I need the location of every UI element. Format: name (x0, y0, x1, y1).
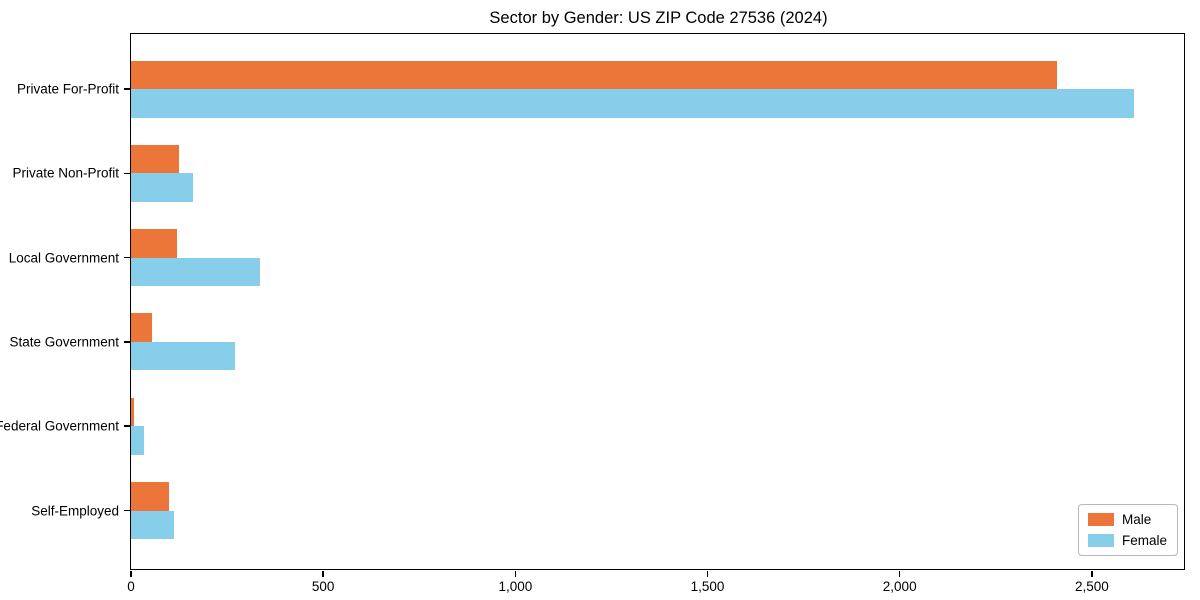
legend: Male Female (1077, 504, 1178, 556)
legend-swatch-female (1087, 534, 1114, 547)
y-tick-label: Private For-Profit (16, 81, 119, 97)
legend-label-male: Male (1121, 512, 1152, 527)
y-tick-label: Private Non-Profit (12, 165, 119, 181)
x-axis-tick (706, 571, 709, 577)
x-tick-label: 500 (311, 579, 335, 594)
x-tick-label: 0 (127, 579, 135, 594)
bar-female (131, 341, 236, 371)
y-tick-label: Local Government (8, 250, 119, 266)
legend-entry-male: Male (1087, 512, 1167, 527)
bar-male (131, 144, 180, 174)
bar-male (131, 313, 153, 342)
bar-male (131, 482, 170, 511)
y-tick-label: Federal Government (0, 418, 119, 434)
x-tick-label: 1,500 (690, 579, 725, 594)
legend-label-female: Female (1121, 533, 1167, 548)
y-tick-label: State Government (9, 334, 119, 350)
x-axis-tick (1091, 571, 1093, 577)
bar-female (131, 257, 260, 287)
legend-entry-female: Female (1087, 533, 1167, 548)
legend-swatch-male (1087, 513, 1114, 526)
y-axis-tick (123, 425, 130, 427)
y-tick-label: Self-Employed (31, 503, 119, 518)
bar-male (131, 397, 134, 427)
bar-female (131, 173, 194, 202)
x-axis-tick (322, 571, 324, 577)
y-axis-tick (123, 172, 130, 175)
x-tick-label: 2,000 (882, 579, 917, 594)
bar-female (131, 89, 1135, 118)
bar-male (131, 60, 1058, 89)
x-axis-tick (514, 571, 517, 577)
bar-female (131, 510, 175, 539)
x-axis-tick (898, 571, 901, 577)
y-axis-tick (123, 509, 130, 512)
y-axis-tick (123, 341, 130, 343)
chart-title: Sector by Gender: US ZIP Code 27536 (202… (489, 9, 828, 27)
bar-female (131, 426, 145, 455)
x-tick-label: 1,000 (498, 579, 533, 594)
x-axis-tick (130, 571, 132, 577)
plot-area: Private For-Profit Private Non-Profit Loca… (0, 33, 1185, 594)
y-axis-tick (123, 256, 130, 259)
y-axis-tick (123, 88, 130, 90)
bar-male (131, 229, 177, 258)
x-tick-label: 2,500 (1074, 579, 1109, 594)
